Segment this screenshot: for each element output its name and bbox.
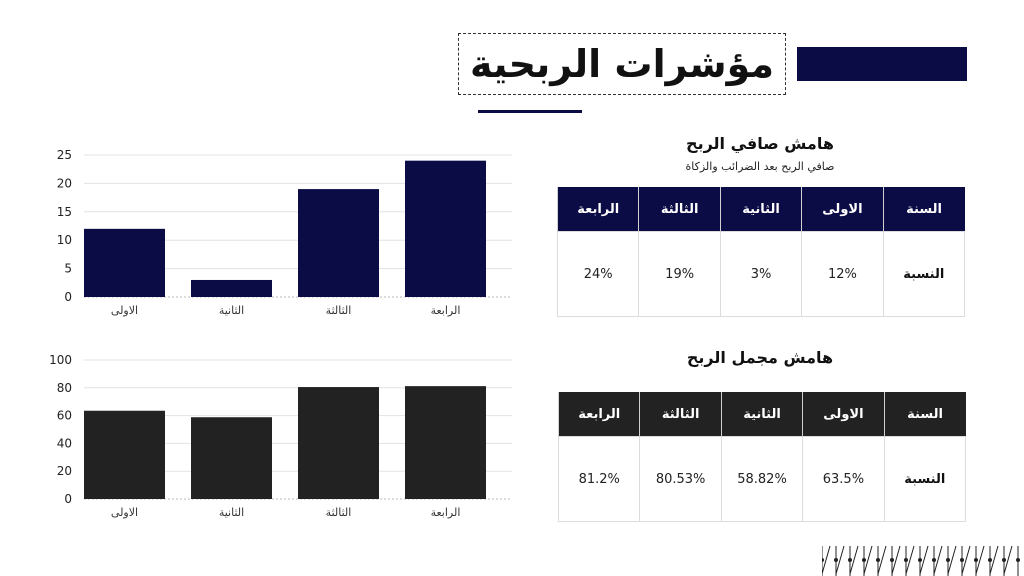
table-row: النسبة 63.5% 58.82% 80.53% 81.2%	[557, 436, 967, 522]
y-tick-label: 15	[57, 205, 72, 219]
table-header-cell: الثانية	[720, 392, 803, 437]
y-tick-label: 5	[64, 262, 72, 276]
y-tick-label: 0	[64, 492, 72, 506]
bar	[405, 386, 486, 499]
bar	[405, 160, 486, 297]
x-tick-label: الثانية	[219, 506, 244, 519]
title-accent-bar	[797, 47, 967, 81]
net-margin-subtitle: صافي الربح بعد الضرائب والزكاة	[685, 160, 835, 173]
x-tick-label: الثانية	[219, 304, 244, 317]
x-tick-label: الثالثة	[326, 304, 352, 317]
table-cell: 19%	[638, 231, 721, 317]
net-margin-bar-chart: 0 5 10 15 20 25 الاولى الثانية الثالثة الرابعة	[57, 148, 512, 317]
y-tick-label: 25	[57, 148, 72, 162]
gross-margin-table: السنة الاولى الثانية الثالثة الرابعة الن…	[557, 392, 967, 522]
gross-margin-title: هامش مجمل الربح	[686, 348, 834, 367]
table-header-row: السنة الاولى الثانية الثالثة الرابعة	[556, 187, 965, 232]
table-row: النسبة 12% 3% 19% 24%	[556, 231, 966, 317]
x-tick-label: الاولى	[111, 304, 138, 317]
y-tick-label: 0	[64, 290, 72, 304]
table-header-cell: الثانية	[719, 187, 802, 232]
table-header-cell: السنة	[882, 187, 965, 232]
y-tick-label: 10	[57, 233, 72, 247]
y-tick-label: 100	[49, 353, 72, 367]
table-header-cell: الاولى	[802, 392, 885, 437]
y-tick-label: 20	[57, 176, 72, 190]
net-margin-title: هامش صافي الربح	[686, 134, 834, 153]
net-margin-table: السنة الاولى الثانية الثالثة الرابعة الن…	[556, 187, 966, 317]
table-cell: 81.2%	[557, 436, 641, 522]
table-cell: 80.53%	[639, 436, 722, 522]
y-tick-label: 80	[57, 381, 72, 395]
x-tick-label: الرابعة	[431, 304, 461, 317]
x-tick-label: الرابعة	[431, 506, 461, 519]
table-header-cell: الثالثة	[639, 392, 722, 437]
row-label: النسبة	[883, 436, 967, 522]
table-header-cell: الثالثة	[638, 187, 721, 232]
bar	[298, 189, 379, 297]
table-cell: 24%	[556, 231, 640, 317]
title-underline	[478, 110, 582, 113]
table-header-cell: الرابعة	[556, 187, 639, 232]
bar	[84, 228, 165, 297]
table-cell: 12%	[801, 231, 884, 317]
gross-margin-bar-chart: 0 20 40 60 80 100 الاولى الثانية الثالثة الرابعة	[49, 353, 512, 519]
y-tick-label: 40	[57, 436, 72, 450]
table-header-cell: السنة	[883, 392, 966, 437]
table-cell: 58.82%	[720, 436, 804, 522]
row-label: النسبة	[882, 231, 966, 317]
x-tick-label: الاولى	[111, 506, 138, 519]
bar	[84, 410, 165, 499]
bar	[191, 417, 272, 499]
y-tick-label: 20	[57, 464, 72, 478]
table-header-cell: الاولى	[801, 187, 884, 232]
table-header-cell: الرابعة	[557, 392, 640, 437]
decorative-line-pattern	[822, 545, 1020, 576]
x-tick-label: الثالثة	[326, 506, 352, 519]
bar	[298, 387, 379, 499]
y-tick-label: 60	[57, 409, 72, 423]
table-header-row: السنة الاولى الثانية الثالثة الرابعة	[557, 392, 966, 437]
page-title: مؤشرات الربحية	[458, 33, 786, 95]
bar	[191, 279, 272, 297]
table-cell: 3%	[719, 231, 803, 317]
table-cell: 63.5%	[802, 436, 885, 522]
